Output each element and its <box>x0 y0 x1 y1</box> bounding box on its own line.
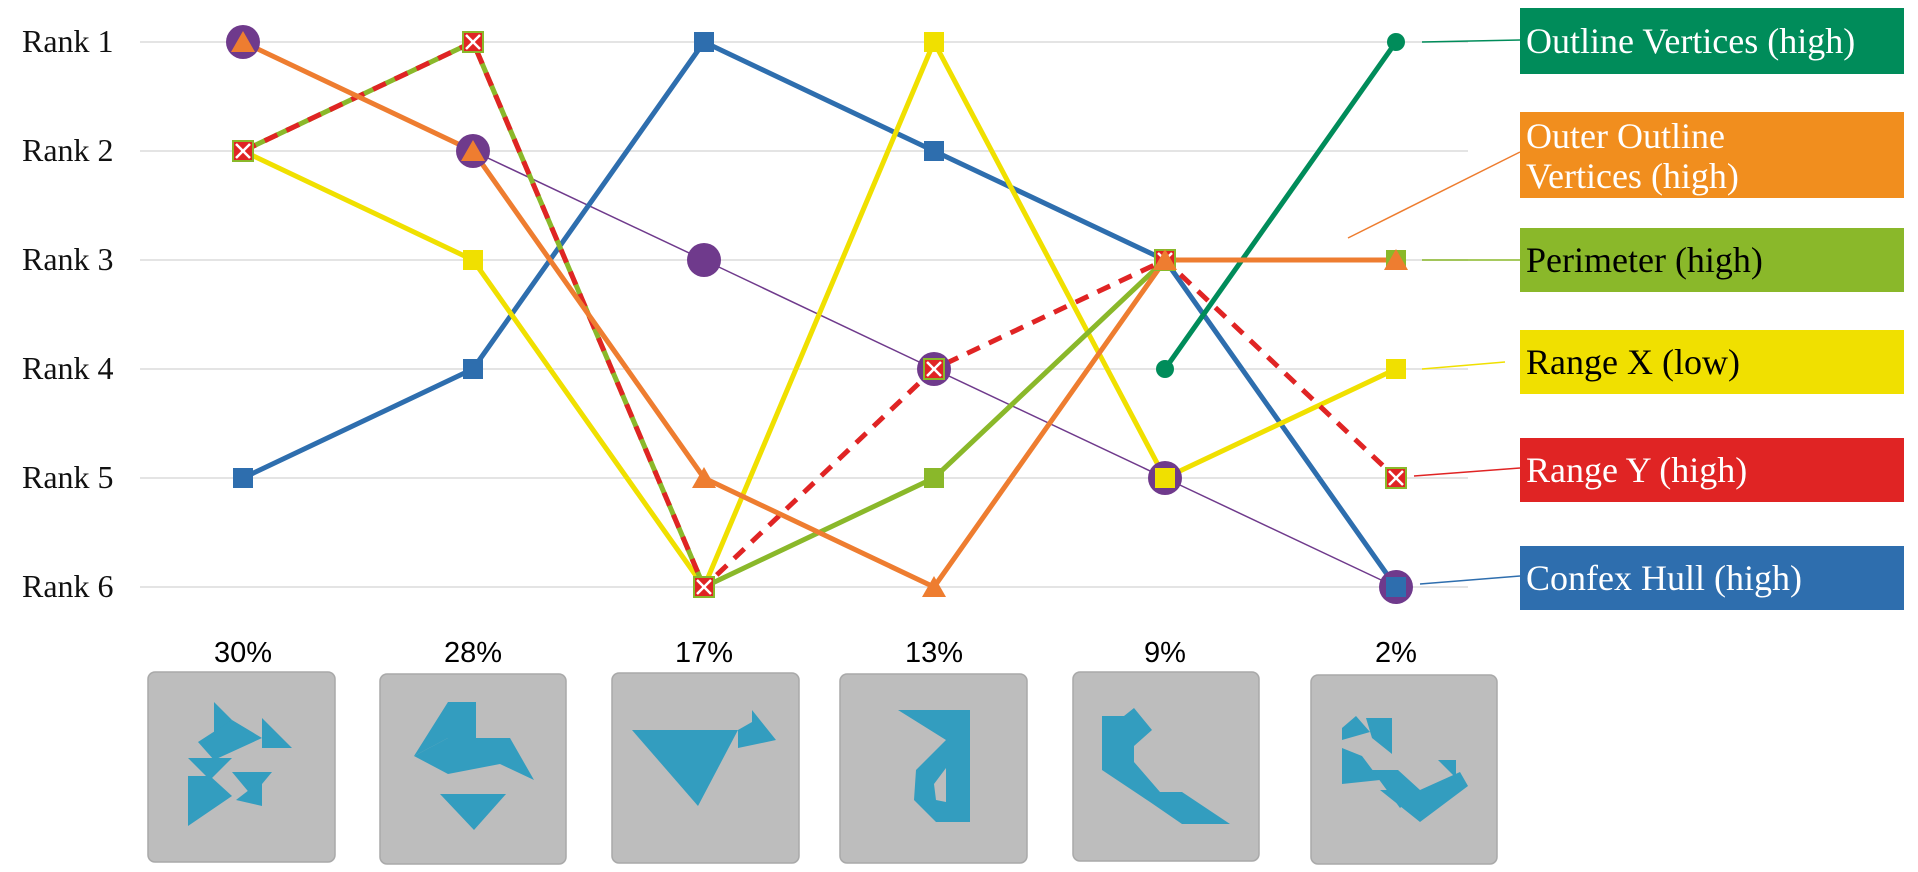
legend-box-4 <box>1520 330 1904 394</box>
tangram-shape-5-icon <box>1102 708 1230 824</box>
series-5-point-6-cross <box>1388 470 1404 486</box>
thumbnail-3 <box>611 672 800 864</box>
legend-label-4: Range X (low) <box>1526 342 1740 382</box>
thumbnail-6 <box>1310 674 1498 865</box>
legend-label-line: Outer Outline <box>1526 116 1725 156</box>
tangram-shape-3-icon <box>632 710 776 806</box>
legend-leader-4 <box>1421 361 1506 370</box>
series-5-point-3-cross <box>696 579 712 595</box>
series-2-point-1 <box>231 31 255 52</box>
rank-label-3: Rank 3 <box>22 241 114 277</box>
tangram-shape-6-icon <box>1342 716 1468 822</box>
series-3-point-4 <box>924 468 944 488</box>
legend-box-1 <box>1520 8 1904 74</box>
rank-label-4: Rank 4 <box>22 350 114 386</box>
series-6-point-3 <box>694 32 714 52</box>
legend-box-5 <box>1520 438 1904 502</box>
series-line-1 <box>1162 40 1399 371</box>
rank-label-1: Rank 1 <box>22 23 114 59</box>
thumbnail-box <box>1072 671 1260 862</box>
category-labels: 30% 28% 17% 13% 9% 2% <box>214 637 1417 669</box>
series-5-point-2-cross <box>465 34 481 50</box>
legend-leader-1 <box>1421 39 1521 43</box>
series-2-point-4 <box>922 576 946 597</box>
legend-label-6: Confex Hull (high) <box>1526 558 1802 598</box>
legend-label-line: Vertices (high) <box>1526 156 1739 196</box>
legend: Outline Vertices (high) Outer Outline Vert… <box>1520 8 1904 610</box>
legend-leader-5 <box>1413 467 1521 477</box>
series-4-point-4 <box>924 32 944 52</box>
series-7-point-3 <box>687 243 721 277</box>
series-5-point-1-cross <box>235 143 251 159</box>
thumbnail-box <box>147 671 336 863</box>
legend-label-2: Outer Outline Vertices (high) <box>1526 116 1739 196</box>
series-5-point-4-cross <box>926 361 942 377</box>
grid-lines <box>140 41 1468 588</box>
category-label-2: 28% <box>444 637 502 669</box>
category-label-5: 9% <box>1144 637 1186 669</box>
legend-leader-6 <box>1419 575 1521 585</box>
thumbnail-1 <box>147 671 336 863</box>
series-lines <box>241 38 1399 590</box>
rank-label-5: Rank 5 <box>22 459 114 495</box>
series-1-point-5 <box>1156 360 1174 378</box>
tangram-shape-1-icon <box>188 702 292 826</box>
legend-leader-2 <box>1347 151 1521 239</box>
category-label-3: 17% <box>675 637 733 669</box>
series-line-3-overlap <box>241 38 707 588</box>
series-line-5 <box>241 39 1398 590</box>
rank-label-6: Rank 6 <box>22 568 114 604</box>
series-2-point-6 <box>1384 249 1408 270</box>
thumbnail-5 <box>1072 671 1260 862</box>
category-label-1: 30% <box>214 637 272 669</box>
series-6-point-2 <box>463 359 483 379</box>
legend-box-3 <box>1520 228 1904 292</box>
series-6-point-6 <box>1386 577 1406 597</box>
series-markers <box>226 25 1413 604</box>
series-4-point-2 <box>463 250 483 270</box>
category-label-4: 13% <box>905 637 963 669</box>
category-label-6: 2% <box>1375 637 1417 669</box>
thumbnail-2 <box>379 673 567 865</box>
series-2-point-5 <box>1153 249 1177 270</box>
thumbnail-4 <box>839 673 1028 864</box>
tangram-shape-2-icon <box>414 702 534 830</box>
series-4-point-5 <box>1155 468 1175 488</box>
legend-label-1: Outline Vertices (high) <box>1526 21 1855 61</box>
series-2-point-2 <box>461 140 485 161</box>
series-6-point-4 <box>924 141 944 161</box>
legend-label-3: Perimeter (high) <box>1526 240 1763 280</box>
series-line-2 <box>241 39 1396 590</box>
series-2-point-3 <box>692 467 716 488</box>
legend-label-5: Range Y (high) <box>1526 450 1747 490</box>
rank-label-2: Rank 2 <box>22 132 114 168</box>
thumbnail-box <box>1310 674 1498 865</box>
series-line-4 <box>241 39 1398 590</box>
legend-box-6 <box>1520 546 1904 610</box>
legend-box-2 <box>1520 112 1904 198</box>
tangram-shape-4-icon <box>898 710 970 822</box>
series-1-point-6 <box>1387 33 1405 51</box>
legend-leader-lines <box>1347 39 1521 585</box>
series-6-point-1 <box>233 468 253 488</box>
shape-thumbnails <box>147 671 1498 865</box>
series-4-point-6 <box>1386 359 1406 379</box>
rank-axis-labels: Rank 1 Rank 2 Rank 3 Rank 4 Rank 5 Rank 6 <box>22 23 114 604</box>
